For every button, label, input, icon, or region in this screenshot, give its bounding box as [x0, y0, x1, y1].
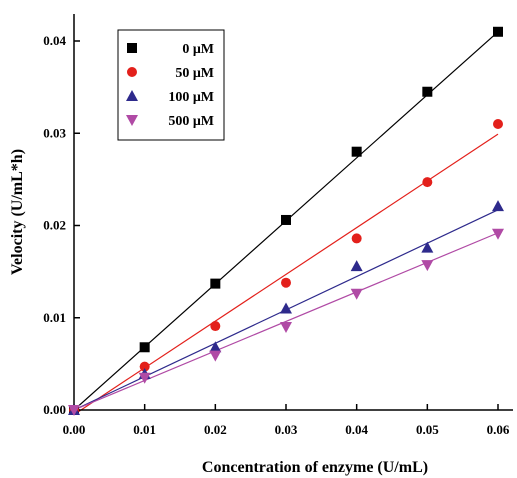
data-point-s2-3: [280, 302, 292, 314]
x-tick-label: 0.01: [133, 422, 156, 437]
legend-label-3: 500 μM: [168, 114, 214, 129]
y-tick-label: 0.01: [43, 310, 66, 325]
legend-marker-3: [126, 115, 138, 126]
y-tick-label: 0.03: [43, 125, 66, 140]
data-point-s2-2: [209, 341, 222, 353]
data-point-s3-3: [280, 321, 292, 333]
data-point-s1-6: [493, 119, 503, 130]
data-points: [68, 26, 504, 416]
data-point-s0-6: [493, 26, 503, 37]
x-tick-label: 0.02: [204, 422, 227, 437]
data-point-s2-4: [350, 260, 363, 272]
data-point-s3-1: [138, 372, 151, 384]
y-axis-title: Velocity (U/mL*h): [9, 149, 26, 275]
data-point-s2-6: [492, 200, 504, 212]
axes: [73, 14, 513, 411]
data-point-s1-2: [210, 321, 221, 332]
fit-line-1: [73, 133, 499, 416]
legend: 0 μM 50 μM 100 μM 500 μM: [117, 29, 225, 141]
data-point-s0-1: [139, 342, 150, 353]
legend-label-0: 0 μM: [182, 42, 214, 57]
data-point-s0-4: [351, 146, 362, 157]
x-tick-label: 0.05: [416, 422, 439, 437]
legend-marker-0: [127, 43, 137, 53]
data-point-s3-0: [68, 405, 80, 416]
y-tick-label: 0.04: [43, 33, 66, 48]
data-point-s1-5: [422, 177, 433, 188]
data-point-s1-1: [139, 361, 150, 372]
legend-label-1: 50 μM: [175, 66, 214, 81]
x-axis-title: Concentration of enzyme (U/mL): [202, 459, 428, 476]
fit-line-3: [73, 232, 499, 411]
x-tick-label: 0.06: [487, 422, 510, 437]
y-tick-label: 0.02: [43, 218, 66, 233]
data-point-s1-3: [281, 277, 291, 288]
x-tick-label: 0.04: [345, 422, 368, 437]
x-tick-label: 0.03: [275, 422, 298, 437]
data-point-s0-2: [210, 278, 221, 289]
data-point-s3-4: [350, 288, 363, 300]
data-point-s3-5: [421, 260, 434, 272]
legend-marker-1: [127, 67, 137, 77]
data-point-s3-2: [209, 350, 222, 362]
data-point-s3-6: [492, 228, 504, 240]
x-tick-label: 0.00: [63, 422, 86, 437]
data-point-s2-5: [421, 241, 434, 253]
data-point-s0-5: [422, 86, 433, 97]
legend-label-2: 100 μM: [168, 90, 214, 105]
ticks: 0.00 0.01 0.02 0.03 0.04 0.05 0.06 0.00 0.01 0.02…: [43, 33, 510, 437]
data-point-s0-3: [281, 214, 291, 225]
data-point-s1-4: [351, 233, 362, 244]
legend-marker-2: [126, 90, 138, 101]
y-tick-label: 0.00: [43, 402, 66, 417]
